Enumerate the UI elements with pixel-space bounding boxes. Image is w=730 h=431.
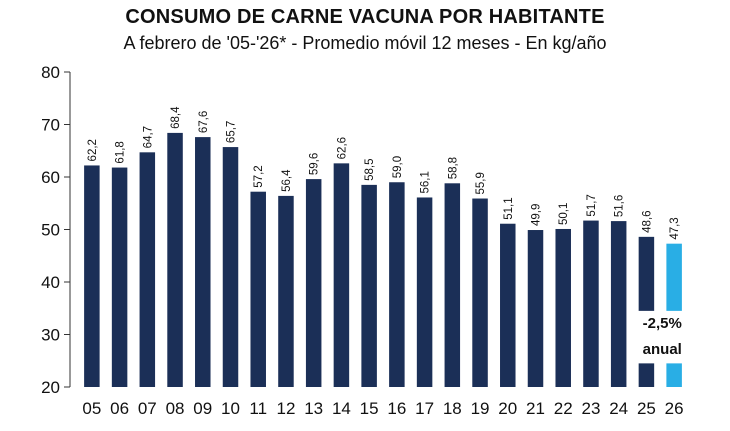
- value-label-09: 67,6: [198, 111, 210, 133]
- value-label-07: 64,7: [142, 126, 154, 148]
- x-tick-label-07: 07: [138, 399, 157, 418]
- value-label-06: 61,8: [115, 141, 127, 163]
- x-tick-label-05: 05: [82, 399, 101, 418]
- bars: [84, 133, 682, 387]
- value-label-19: 55,9: [475, 172, 487, 194]
- bar-18: [445, 183, 461, 387]
- y-axis: 20 30 40 50 60 70 80: [41, 63, 70, 397]
- y-tick-label: 50: [41, 221, 60, 240]
- bar-06: [112, 168, 128, 387]
- y-tick-label: 20: [41, 378, 60, 397]
- bar-15: [361, 185, 377, 387]
- value-label-10: 65,7: [226, 121, 238, 143]
- value-label-12: 56,4: [281, 169, 293, 192]
- x-tick-label-18: 18: [443, 399, 462, 418]
- x-axis-labels: 05 06 07 08 09 10 11 12 13 14 15 16 17 18 19 20 21 22 23 24…: [82, 399, 683, 418]
- bar-10: [223, 147, 239, 387]
- bar-11: [250, 192, 266, 387]
- x-tick-label-10: 10: [221, 399, 240, 418]
- x-tick-label-15: 15: [360, 399, 379, 418]
- value-label-08: 68,4: [170, 106, 182, 129]
- x-tick-label-09: 09: [193, 399, 212, 418]
- y-tick-label: 40: [41, 273, 60, 292]
- bar-17: [417, 197, 433, 387]
- value-label-18: 58,8: [447, 157, 459, 179]
- bar-14: [334, 163, 350, 387]
- annotation-period: anual: [643, 341, 682, 358]
- value-label-11: 57,2: [253, 165, 265, 187]
- y-tick-label: 70: [41, 116, 60, 135]
- bar-22: [555, 229, 571, 387]
- x-tick-label-17: 17: [415, 399, 434, 418]
- x-tick-label-26: 26: [665, 399, 684, 418]
- y-tick-label: 80: [41, 63, 60, 82]
- annotation: -2,5% anual: [635, 311, 690, 364]
- x-tick-label-13: 13: [304, 399, 323, 418]
- value-label-17: 56,1: [420, 171, 432, 193]
- bar-24: [611, 221, 627, 387]
- bar-08: [167, 133, 183, 387]
- x-tick-label-11: 11: [249, 399, 267, 418]
- x-tick-label-16: 16: [387, 399, 406, 418]
- bar-07: [140, 152, 156, 387]
- value-label-05: 62,2: [87, 139, 99, 161]
- value-label-20: 51,1: [503, 197, 515, 219]
- value-label-22: 50,1: [558, 203, 570, 225]
- x-tick-label-25: 25: [637, 399, 656, 418]
- x-tick-label-21: 21: [526, 399, 545, 418]
- x-tick-label-14: 14: [332, 399, 351, 418]
- value-label-13: 59,6: [309, 153, 321, 175]
- x-tick-label-22: 22: [554, 399, 573, 418]
- value-label-15: 58,5: [364, 158, 376, 180]
- value-label-16: 59,0: [392, 156, 404, 178]
- value-label-26: 47,3: [669, 217, 681, 239]
- bar-19: [472, 199, 488, 387]
- value-label-25: 48,6: [641, 210, 653, 232]
- bar-12: [278, 196, 294, 387]
- annotation-change: -2,5%: [643, 315, 682, 332]
- x-tick-label-23: 23: [581, 399, 600, 418]
- x-tick-label-08: 08: [166, 399, 185, 418]
- bar-09: [195, 137, 211, 387]
- bar-21: [528, 230, 544, 387]
- y-tick-label: 30: [41, 326, 60, 345]
- x-tick-label-12: 12: [276, 399, 295, 418]
- bar-05: [84, 165, 100, 387]
- value-label-21: 49,9: [531, 204, 543, 226]
- value-label-14: 62,6: [336, 137, 348, 159]
- x-tick-label-24: 24: [609, 399, 628, 418]
- y-tick-label: 60: [41, 168, 60, 187]
- bar-23: [583, 221, 599, 387]
- value-label-24: 51,6: [614, 195, 626, 217]
- value-label-23: 51,7: [586, 194, 598, 216]
- x-tick-label-20: 20: [498, 399, 517, 418]
- bar-13: [306, 179, 322, 387]
- x-tick-label-06: 06: [110, 399, 129, 418]
- bar-16: [389, 182, 405, 387]
- x-tick-label-19: 19: [471, 399, 490, 418]
- bar-20: [500, 224, 515, 387]
